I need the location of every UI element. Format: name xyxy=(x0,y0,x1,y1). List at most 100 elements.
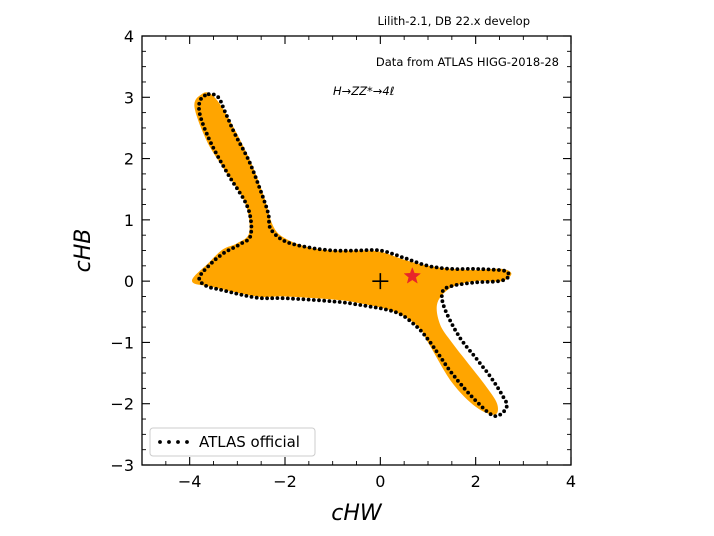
contour-dot xyxy=(439,266,444,270)
contour-dot xyxy=(378,306,383,311)
contour-dot xyxy=(465,281,469,286)
contour-dot xyxy=(278,236,282,241)
contour-dot xyxy=(337,300,342,304)
contour-dot xyxy=(202,126,207,131)
contour-dot xyxy=(399,255,404,259)
contour-dot xyxy=(469,394,474,399)
contour-dot xyxy=(424,263,429,268)
y-tick-label: −2 xyxy=(110,395,134,414)
contour-dot xyxy=(434,349,439,354)
contour-dot xyxy=(214,286,219,291)
contour-dot xyxy=(291,296,295,301)
contour-dot xyxy=(475,280,480,285)
plot-layer xyxy=(191,92,512,418)
contour-dot xyxy=(243,199,247,204)
contour-dot xyxy=(328,248,332,253)
contour-dot xyxy=(267,219,271,224)
contour-dot xyxy=(232,182,236,186)
legend-dot xyxy=(167,440,171,444)
contour-dot xyxy=(257,185,262,189)
contour-dot xyxy=(458,336,463,341)
contour-dot xyxy=(380,248,384,253)
contour-dot xyxy=(204,284,209,288)
contour-dot xyxy=(359,248,364,253)
annotation-channel: H→ZZ*→4ℓ xyxy=(333,84,395,98)
contour-dot xyxy=(348,301,352,306)
contour-dot xyxy=(461,340,466,345)
legend-dot xyxy=(176,440,180,444)
contour-dot xyxy=(317,247,322,252)
x-tick-label: 2 xyxy=(471,472,481,491)
contour-dot xyxy=(448,318,452,323)
lilith-region xyxy=(191,92,512,415)
contour-dot xyxy=(444,285,449,290)
contour-dot xyxy=(311,298,316,302)
y-tick-label: 4 xyxy=(124,27,134,46)
contour-dot xyxy=(369,248,374,252)
contour-dot xyxy=(480,405,485,410)
contour-dot xyxy=(333,248,338,253)
contour-dot xyxy=(270,296,275,301)
contour-dot xyxy=(249,165,254,170)
contour-dot xyxy=(206,136,211,141)
best-fit-star-marker xyxy=(403,266,422,284)
contour-dot xyxy=(455,332,460,336)
contour-dot xyxy=(504,404,509,409)
contour-dot xyxy=(197,112,202,116)
contour-dot xyxy=(274,233,278,238)
contour-dot xyxy=(395,253,399,258)
contour-dot xyxy=(363,303,368,308)
contour-dot xyxy=(199,97,203,101)
contour-dot xyxy=(349,248,353,253)
y-tick-label: −1 xyxy=(110,333,134,352)
contour-dot xyxy=(238,142,243,147)
contour-dot xyxy=(443,362,448,367)
contour-dot xyxy=(506,271,511,276)
contour-dot xyxy=(260,194,265,199)
contour-dot xyxy=(235,186,239,191)
contour-dot xyxy=(255,180,260,184)
x-tick-label: 0 xyxy=(375,472,385,491)
contour-dot xyxy=(237,190,242,195)
contour-dot xyxy=(197,107,201,111)
contour-dot xyxy=(429,264,434,269)
contour-dot xyxy=(468,349,472,353)
contour-dot xyxy=(235,243,240,248)
contour-dot xyxy=(459,382,464,387)
contour-dot xyxy=(248,214,253,219)
legend: ATLAS official xyxy=(149,427,316,457)
contour-dot xyxy=(459,282,464,286)
contour-dot xyxy=(240,146,245,151)
x-tick-label: 4 xyxy=(566,472,576,491)
contour-dot xyxy=(327,299,332,303)
y-tick-label: 3 xyxy=(124,88,134,107)
contour-dot xyxy=(415,325,419,329)
legend-dot xyxy=(185,440,189,444)
contour-dot xyxy=(437,353,442,358)
contour-dot xyxy=(493,414,498,418)
contour-dot xyxy=(466,390,470,395)
contour-dot xyxy=(460,267,465,271)
contour-dot xyxy=(450,267,455,271)
contour-dot xyxy=(202,268,207,272)
contour-dot xyxy=(471,267,475,271)
contour-dot xyxy=(404,256,409,261)
contour-dot xyxy=(485,280,490,284)
contour-dot xyxy=(332,299,337,304)
contour-dot xyxy=(422,332,427,337)
contour-dot xyxy=(216,155,221,159)
contour-dot xyxy=(222,251,226,255)
atlas-official-contour xyxy=(197,92,511,418)
contour-dot xyxy=(199,272,204,276)
contour-dot xyxy=(307,245,312,250)
contour-dot xyxy=(301,297,306,302)
contour-dot xyxy=(248,234,253,239)
contour-dot xyxy=(297,243,302,248)
contour-dot xyxy=(440,299,445,304)
contour-dot xyxy=(364,248,369,253)
y-tick-label: 0 xyxy=(124,272,134,291)
contour-dot xyxy=(358,303,363,307)
contour-dot xyxy=(481,267,486,272)
contour-dot xyxy=(247,209,251,214)
contour-dot xyxy=(280,296,285,301)
